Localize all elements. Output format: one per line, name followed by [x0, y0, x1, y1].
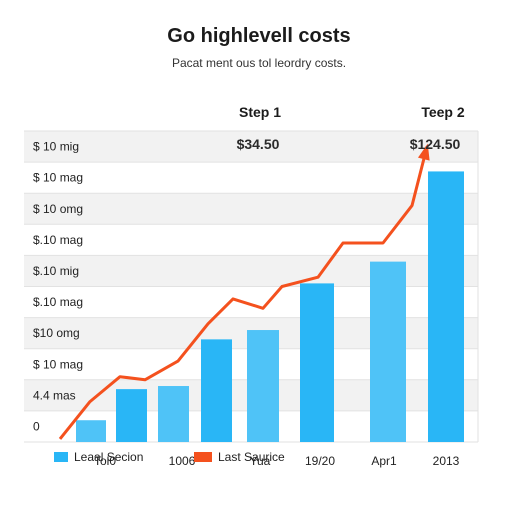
x-tick-label: 1006 [169, 454, 196, 468]
plot-band [24, 255, 478, 287]
y-tick-label: $ 10 mag [33, 171, 83, 185]
line-path [58, 146, 429, 440]
y-tick-label: $ 10 omg [33, 202, 83, 216]
bar [428, 171, 464, 442]
bar-series [76, 171, 464, 442]
x-tick-label: Apr1 [371, 454, 397, 468]
y-tick-label: 4.4 mas [33, 388, 76, 402]
bar [116, 389, 147, 442]
y-tick-label: $ 10 mag [33, 357, 83, 371]
y-tick-label: $ 10 mig [33, 140, 79, 154]
line-series [58, 143, 430, 440]
line-arrowhead [417, 143, 430, 161]
x-axis-ticks: Tol0 1006 Yua 19/20 Apr1 2013 [94, 454, 460, 468]
plot-band [24, 131, 478, 163]
bar [158, 386, 189, 442]
legend: Leaal Secion Last Saurice [54, 450, 285, 464]
step-label-1: Step 1 [239, 104, 281, 120]
x-tick-label: Tol0 [94, 454, 116, 468]
legend-swatch-line [194, 452, 212, 462]
value-label-1: $34.50 [237, 136, 280, 152]
bar [76, 420, 106, 442]
legend-swatch-bar [54, 452, 68, 462]
x-tick-label: Yua [250, 454, 271, 468]
y-tick-label: $10 omg [33, 326, 80, 340]
legend-label-bar: Leaal Secion [74, 450, 143, 464]
step-label-2: Teep 2 [421, 104, 465, 120]
y-tick-label: $.10 mig [33, 264, 79, 278]
value-label-2: $124.50 [410, 136, 461, 152]
x-tick-label: 19/20 [305, 454, 335, 468]
legend-label-line: Last Saurice [218, 450, 285, 464]
chart-subtitle: Pacat ment ous tol leordry costs. [172, 56, 346, 70]
y-tick-label: 0 [33, 419, 40, 433]
y-tick-label: $.10 mag [33, 233, 83, 247]
bar [370, 261, 406, 442]
bar [247, 330, 279, 442]
y-axis-ticks: $ 10 mig $ 10 mag $ 10 omg $.10 mag $.10 mig… [33, 140, 83, 434]
chart-title: Go highlevell costs [167, 25, 350, 47]
bar [201, 339, 232, 442]
bar [300, 283, 334, 442]
x-tick-label: 2013 [433, 454, 460, 468]
y-tick-label: $.10 mag [33, 295, 83, 309]
